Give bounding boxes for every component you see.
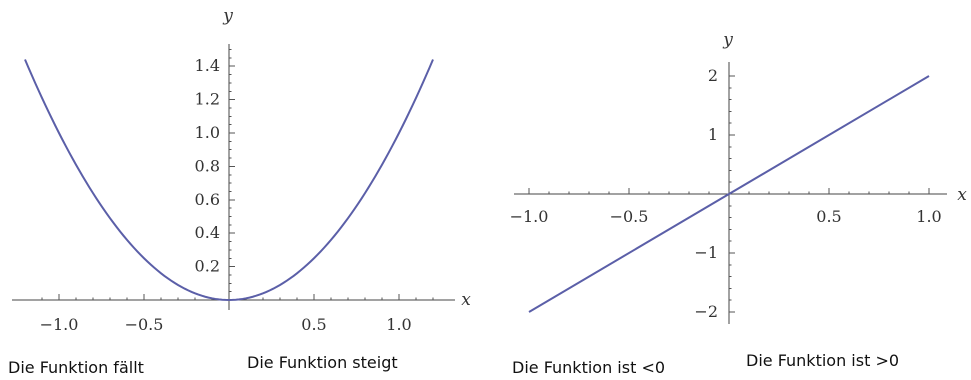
y-tick-label: 0.8: [195, 156, 220, 175]
y-axis-label: y: [722, 30, 733, 50]
x-tick-label: −1.0: [510, 207, 549, 226]
y-tick-label: 1.0: [195, 123, 220, 142]
series-line: [24, 59, 434, 302]
x-tick-label: −0.5: [610, 207, 649, 226]
x-tick-label: 0.5: [816, 207, 841, 226]
chart-2: −1.0 −0.5 0.5 1.0 −2 −1 1 2 x y Die Funktion ist <…: [510, 30, 968, 377]
y-tick-label: 1: [708, 125, 718, 144]
caption-1: Die Funktion fällt: [8, 358, 144, 377]
y-tick-label: 0.2: [195, 257, 220, 276]
x-tick-label: −0.5: [125, 315, 164, 334]
caption-1: Die Funktion ist <0: [512, 358, 665, 377]
y-tick-label: −2: [694, 302, 718, 321]
x-tick-label: 0.5: [301, 315, 326, 334]
y-axis-label: y: [222, 6, 233, 26]
x-tick-label: −1.0: [40, 315, 79, 334]
x-axis-label: x: [461, 290, 471, 310]
y-tick-label: 1.2: [195, 90, 220, 109]
y-tick-label: 2: [708, 66, 718, 85]
y-tick-label: 1.4: [195, 56, 220, 75]
caption-2: Die Funktion steigt: [247, 353, 398, 372]
chart-1: −1.0 −0.5 0.5 1.0 0.2 0.4 0.6 0.8 1.0 1.2 1.4 x y Die…: [8, 6, 471, 377]
x-tick-label: 1.0: [386, 315, 411, 334]
series-line: [528, 75, 930, 313]
y-tick-label: 0.4: [195, 223, 220, 242]
x-axis-label: x: [957, 185, 967, 205]
x-tick-label: 1.0: [916, 207, 941, 226]
y-tick-label: 0.6: [195, 190, 220, 209]
caption-2: Die Funktion ist >0: [746, 351, 899, 370]
y-tick-label: −1: [694, 243, 718, 262]
